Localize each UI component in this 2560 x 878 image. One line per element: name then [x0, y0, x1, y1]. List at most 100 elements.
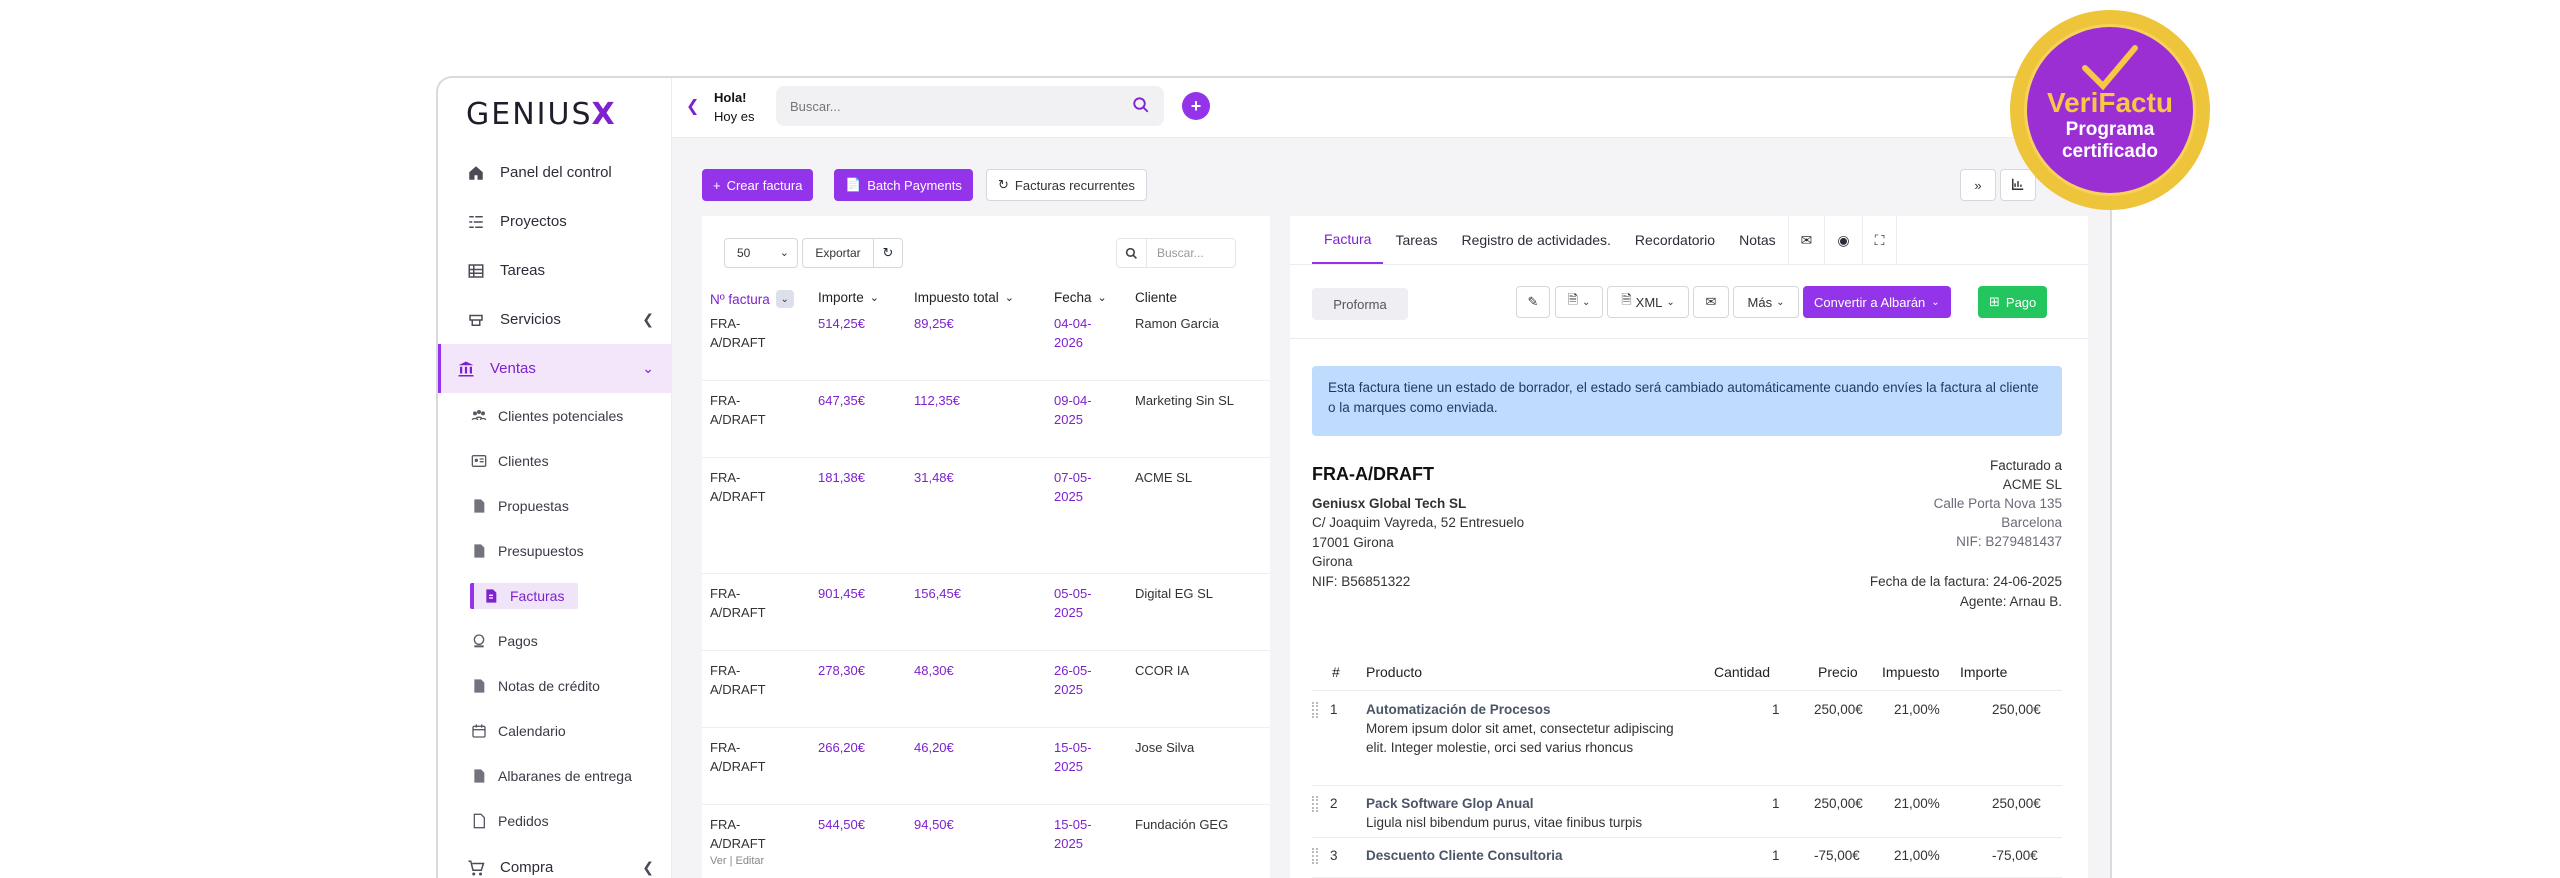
- date-cell: 09-04- 2025: [1054, 393, 1092, 427]
- items-header-number: #: [1332, 664, 1340, 680]
- edit-button[interactable]: ✎: [1516, 286, 1550, 318]
- convert-albaran-button[interactable]: Convertir a Albarán ⌄: [1803, 286, 1951, 318]
- table-row[interactable]: FRA- A/DRAFT 544,50€ 94,50€ 15-05- 2025 Fund…: [702, 805, 1270, 878]
- client-cell[interactable]: Ramon Garcia: [1135, 316, 1219, 331]
- tab-preview[interactable]: ◉: [1825, 216, 1861, 264]
- document-icon: [470, 542, 488, 560]
- invoice-number-cell[interactable]: FRA- A/DRAFT: [710, 740, 766, 774]
- sidebar-subitem-pedidos[interactable]: Pedidos: [438, 798, 672, 843]
- pdf-icon: 🗎: [1567, 292, 1579, 307]
- item-number: 2: [1330, 796, 1338, 811]
- invoice-number-cell[interactable]: FRA- A/DRAFT: [710, 586, 766, 620]
- reload-button[interactable]: ↻: [873, 238, 903, 268]
- invoice-number-cell[interactable]: FRA- A/DRAFT: [710, 817, 766, 851]
- tab-fullscreen[interactable]: ⛶: [1863, 216, 1897, 264]
- batch-payments-button[interactable]: 📄 Batch Payments: [834, 169, 973, 201]
- sidebar-subitem-albaranes[interactable]: Albaranes de entrega: [438, 753, 672, 798]
- invoice-number-cell[interactable]: FRA- A/DRAFT: [710, 316, 766, 350]
- sidebar-subitem-notas-credito[interactable]: Notas de crédito: [438, 663, 672, 708]
- topbar: ❮ Hola!Hoy es + 5: [672, 78, 2110, 138]
- column-header-date[interactable]: Fecha ⌄: [1054, 290, 1107, 305]
- logo[interactable]: GENIUS X: [466, 96, 617, 132]
- invoice-date: Fecha de la factura: 24-06-2025: [1869, 574, 2062, 589]
- client-cell[interactable]: Jose Silva: [1135, 740, 1195, 755]
- table-row[interactable]: FRA- A/DRAFT 278,30€ 48,30€ 26-05- 2025 CCOR…: [702, 651, 1270, 728]
- payments-icon: [470, 632, 488, 650]
- table-row[interactable]: FRA- A/DRAFT 181,38€ 31,48€ 07-05- 2025 ACME…: [702, 458, 1270, 574]
- item-amount: 250,00€: [1992, 702, 2041, 717]
- tab-email-icon[interactable]: ✉: [1789, 216, 1825, 264]
- client-cell[interactable]: Fundación GEG: [1135, 817, 1229, 832]
- search-icon[interactable]: [1132, 96, 1150, 119]
- drag-handle-icon[interactable]: [1312, 796, 1318, 812]
- stats-button[interactable]: [2000, 169, 2036, 201]
- sidebar-subitem-pagos[interactable]: Pagos: [438, 618, 672, 663]
- tab-notas[interactable]: Notas: [1739, 232, 1776, 248]
- pdf-button[interactable]: 🗎 ⌄: [1555, 286, 1603, 318]
- table-row[interactable]: FRA- A/DRAFT 901,45€ 156,45€ 05-05- 2025 Dig…: [702, 574, 1270, 651]
- sidebar-item-panel[interactable]: Panel del control: [438, 148, 672, 197]
- sidebar-item-ventas[interactable]: Ventas ⌄: [438, 344, 672, 393]
- recurring-invoices-button[interactable]: ↻ Facturas recurrentes: [986, 169, 1147, 201]
- drag-handle-icon[interactable]: [1312, 848, 1318, 864]
- items-header-quantity: Cantidad: [1714, 664, 1771, 680]
- billed-to-label: Facturado a: [1989, 458, 2062, 473]
- xml-button[interactable]: 🗎 XML ⌄: [1607, 286, 1689, 318]
- tab-factura[interactable]: Factura: [1312, 216, 1384, 264]
- client-cell[interactable]: ACME SL: [1135, 470, 1193, 485]
- quick-add-button[interactable]: +: [1182, 92, 1210, 120]
- invoice-number-cell[interactable]: FRA- A/DRAFT: [710, 663, 766, 697]
- client-cell[interactable]: Digital EG SL: [1135, 586, 1214, 601]
- item-tax: 21,00%: [1894, 702, 1940, 717]
- sidebar-item-tareas[interactable]: Tareas: [438, 246, 672, 295]
- items-header-amount: Importe: [1960, 664, 2008, 680]
- sidebar-item-servicios[interactable]: Servicios ❮: [438, 295, 672, 344]
- sidebar-item-proyectos[interactable]: Proyectos: [438, 197, 672, 246]
- row-actions[interactable]: Ver | Editar: [710, 855, 765, 867]
- column-header-client[interactable]: Cliente: [1135, 290, 1178, 305]
- sidebar-subitem-propuestas[interactable]: Propuestas: [438, 483, 672, 528]
- table-row[interactable]: FRA- A/DRAFT 647,35€ 112,35€ 09-04- 2025 Mar…: [702, 381, 1270, 458]
- sidebar-subitem-presupuestos[interactable]: Presupuestos: [438, 528, 672, 573]
- bar-chart-icon: [2011, 177, 2025, 194]
- issuer-nif: NIF: B56851322: [1312, 573, 1411, 589]
- invoice-item-row[interactable]: 3 Descuento Cliente Consultoria 1 -75,00€ 21…: [1312, 838, 2062, 878]
- sidebar-item-label: Compra: [500, 859, 554, 876]
- invoice-number-cell[interactable]: FRA- A/DRAFT: [710, 470, 766, 504]
- drag-handle-icon[interactable]: [1312, 702, 1318, 718]
- table-row[interactable]: FRA- A/DRAFT 266,20€ 46,20€ 15-05- 2025 Jose…: [702, 728, 1270, 805]
- tab-recordatorio[interactable]: Recordatorio: [1634, 232, 1716, 248]
- client-name[interactable]: ACME SL: [2002, 477, 2062, 492]
- sidebar-subitem-calendario[interactable]: Calendario: [438, 708, 672, 753]
- expand-panel-button[interactable]: »: [1960, 169, 1996, 201]
- send-email-button[interactable]: ✉: [1693, 286, 1729, 318]
- issuer-address-line: C/ Joaquim Vayreda, 52 Entresuelo: [1312, 515, 1525, 531]
- create-invoice-button[interactable]: + Crear factura: [702, 169, 814, 201]
- sidebar-item-compra[interactable]: Compra ❮: [438, 843, 672, 878]
- sidebar-subitem-facturas[interactable]: Facturas: [438, 573, 672, 618]
- collapse-sidebar-icon[interactable]: ❮: [686, 98, 700, 115]
- sidebar-subitem-clientes[interactable]: Clientes: [438, 438, 672, 483]
- export-button[interactable]: Exportar: [802, 238, 874, 268]
- page-size-select[interactable]: 50 ⌄: [724, 238, 798, 268]
- invoice-number-cell[interactable]: FRA- A/DRAFT: [710, 393, 766, 427]
- sidebar-subitem-clientes-potenciales[interactable]: Clientes potenciales: [438, 393, 672, 438]
- tab-registro[interactable]: Registro de actividades.: [1461, 232, 1611, 248]
- client-cell[interactable]: CCOR IA: [1135, 663, 1190, 678]
- invoice-item-row[interactable]: 1 Automatización de Procesos Morem ipsum d…: [1312, 692, 2062, 786]
- chevron-down-icon: ⌄: [779, 247, 789, 259]
- item-quantity: 1: [1772, 796, 1780, 811]
- client-cell[interactable]: Marketing Sin SL: [1135, 393, 1234, 408]
- column-header-amount[interactable]: Importe ⌄: [818, 290, 879, 305]
- payment-button[interactable]: ⊞ Pago: [1978, 286, 2048, 318]
- proforma-button[interactable]: Proforma: [1312, 288, 1408, 320]
- column-header-tax[interactable]: Impuesto total ⌄: [914, 290, 1015, 305]
- tab-tareas[interactable]: Tareas: [1395, 232, 1438, 248]
- table-row[interactable]: FRA- A/DRAFT 514,25€ 89,25€ 04-04- 2026 Ramo…: [702, 304, 1270, 381]
- list-search[interactable]: Buscar...: [1116, 238, 1236, 268]
- column-header-number[interactable]: Nº factura ⌄: [710, 290, 794, 308]
- bank-icon: [456, 359, 476, 379]
- more-button[interactable]: Más ⌄: [1733, 286, 1799, 318]
- search-input[interactable]: [776, 86, 1106, 126]
- invoice-item-row[interactable]: 2 Pack Software Glop Anual Ligula nisl bib…: [1312, 786, 2062, 838]
